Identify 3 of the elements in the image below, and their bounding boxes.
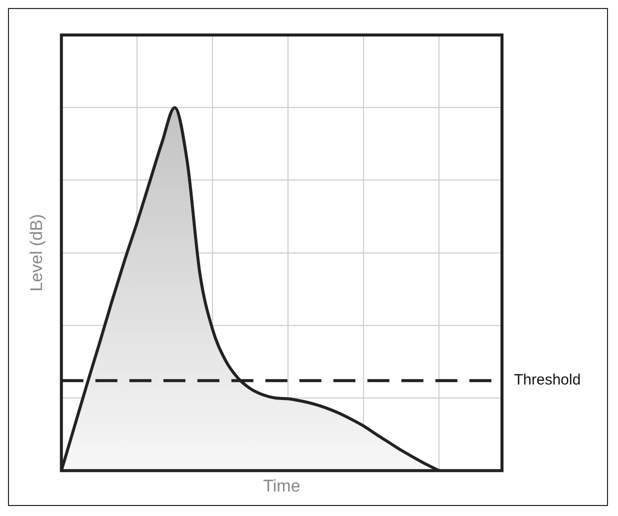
x-axis-title: Time [263, 476, 300, 496]
ref-line-label: Threshold [514, 372, 581, 389]
y-axis-title: Level (dB) [26, 214, 46, 292]
